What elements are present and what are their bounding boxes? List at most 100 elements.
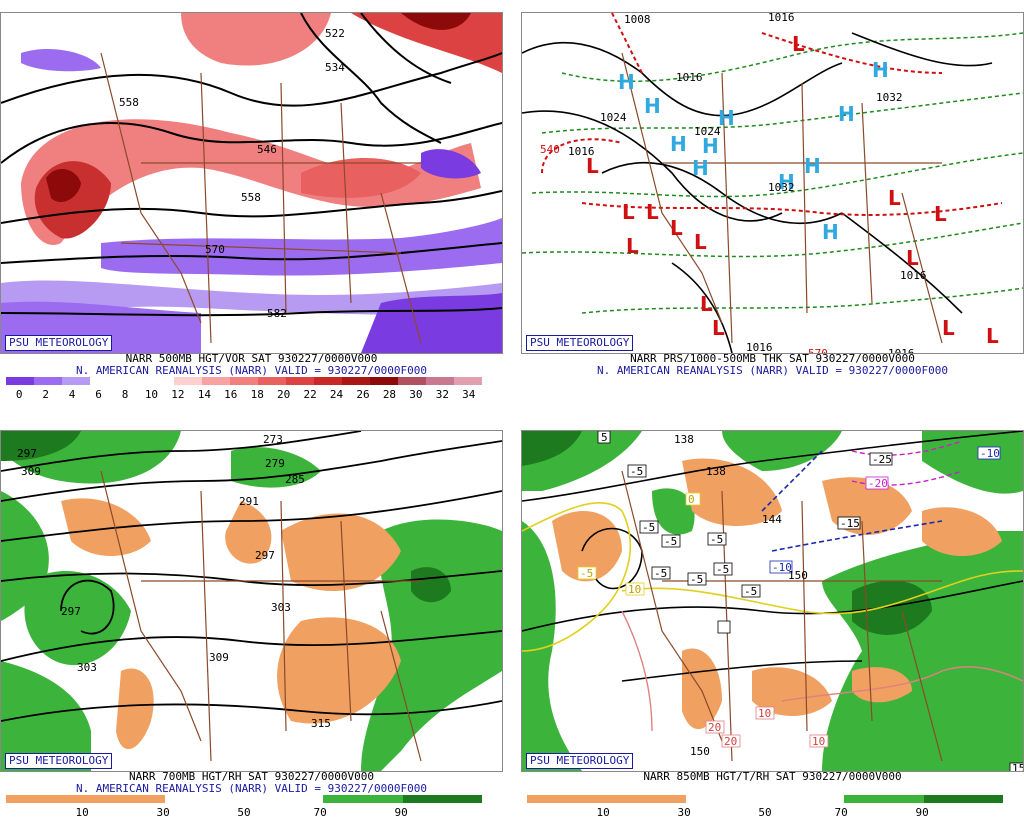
scale-tick-label: 90 [915,806,929,819]
low-pressure-marker: L [626,234,639,258]
low-pressure-marker: L [622,200,635,224]
temp-label: -5 [654,567,667,580]
caption-valid: N. AMERICAN REANALYSIS (NARR) VALID = 93… [597,364,948,377]
isobar-label: 1032 [876,91,903,104]
temp-label: -10 [980,447,1000,460]
temp-label: 5 [601,431,608,444]
scale-swatch [454,377,482,385]
panel-pressure-thickness: H H H H H H H H H H H L L L L L L L L L [521,12,1024,402]
contour-label: 291 [239,495,259,508]
isobar-label: 1016 [568,145,595,158]
contour-label: 558 [241,191,261,204]
scale-tick-label: 70 [313,806,327,819]
contour-label: 297 [255,549,275,562]
scale-tick-label: 32 [435,388,449,401]
temp-label: -5 [716,563,729,576]
isobar-label: 1016 [900,269,927,282]
color-scale-bar [527,795,1003,803]
scale-tick-label: 22 [303,388,317,401]
scale-swatch [314,377,342,385]
high-pressure-marker: H [778,170,795,194]
psu-badge: PSU METEOROLOGY [5,335,113,351]
scale-tick-label: 90 [394,806,408,819]
thickness-label: 570 [808,347,828,353]
temp-label: -5 [630,465,643,478]
scale-swatch [370,377,398,385]
temp-label: -15 [840,517,860,530]
scale-tick-label: 14 [197,388,211,401]
scale-swatch [34,377,62,385]
scale-swatch [286,377,314,385]
temp-label: -25 [872,453,892,466]
low-pressure-marker: L [888,186,901,210]
contour-label: 297 [17,447,37,460]
scale-tick-label: 16 [224,388,238,401]
temp-label: -5 [710,533,723,546]
low-pressure-marker: L [792,32,805,56]
isobar-label: 1016 [768,13,795,24]
thickness-label: 540 [540,143,560,156]
isobar-label: 1008 [624,13,651,26]
scale-tick-label: 50 [237,806,251,819]
scale-swatch [90,377,118,385]
isobar-label: 1016 [746,341,773,353]
scale-swatch [118,377,146,385]
scale-swatch [164,795,244,803]
low-pressure-marker: L [906,246,919,270]
scale-swatch [923,795,1003,803]
high-pressure-marker: H [822,220,839,244]
low-pressure-marker: L [934,202,947,226]
height-label: 138 [674,433,694,446]
scale-swatch [606,795,686,803]
scale-swatch [844,795,924,803]
contour-label: 315 [311,717,331,730]
contour-label: 570 [205,243,225,256]
scale-swatch [6,377,34,385]
scale-tick-label: 10 [144,388,159,401]
temp-label: 10 [812,735,825,748]
map-pressure-thickness: H H H H H H H H H H H L L L L L L L L L [521,12,1024,354]
height-label: 150 [690,745,710,758]
height-label: 150 [788,569,808,582]
contour-label: 309 [209,651,229,664]
caption-title: NARR 700MB HGT/RH SAT 930227/0000V000 [128,770,375,783]
scale-swatch [85,795,165,803]
contour-label: 279 [265,457,285,470]
color-scale-ticks: 10 30 50 70 90 [6,806,482,819]
scale-tick-label: 20 [277,388,291,401]
height-label: 144 [762,513,782,526]
scale-swatch [62,377,90,385]
contour-label: 522 [325,27,345,40]
scale-tick-label: 18 [250,388,264,401]
scale-swatch [6,795,86,803]
scale-swatch [258,377,286,385]
scale-swatch [527,795,607,803]
high-pressure-marker: H [804,154,821,178]
scale-swatch [685,795,765,803]
scale-tick-label: 28 [382,388,397,401]
contour-label: 303 [271,601,291,614]
temp-label: 0 [688,493,695,506]
panel-850mb: -5 -5 -5 -5 -5 -5 -5 -5 -10 -10 -15 -20 … [521,430,1024,819]
map-850mb: -5 -5 -5 -5 -5 -5 -5 -5 -10 -10 -15 -20 … [521,430,1024,772]
isobar-label: 1016 [676,71,703,84]
contour-label: 273 [263,433,283,446]
color-scale-bar [6,795,482,803]
temp-label: 20 [708,721,721,734]
temp-label: 10 [758,707,771,720]
low-pressure-marker: L [694,230,707,254]
caption-title: NARR 850MB HGT/T/RH SAT 930227/0000V000 [643,770,902,783]
scale-tick-label: 50 [758,806,772,819]
scale-swatch [402,795,482,803]
high-pressure-marker: H [618,70,635,94]
caption-valid: N. AMERICAN REANALYSIS (NARR) VALID = 93… [76,364,427,377]
isobar-label: 1032 [768,181,795,194]
panel-500mb: 522 534 546 558 558 570 582 PSU METEOROL… [0,12,503,402]
scale-tick-label: 8 [121,388,129,401]
scale-swatch [764,795,845,803]
scale-tick-label: 2 [42,388,49,401]
contour-label: 285 [285,473,305,486]
contour-label: 582 [267,307,287,320]
temp-label: -5 [744,585,757,598]
psu-badge: PSU METEOROLOGY [5,753,113,769]
